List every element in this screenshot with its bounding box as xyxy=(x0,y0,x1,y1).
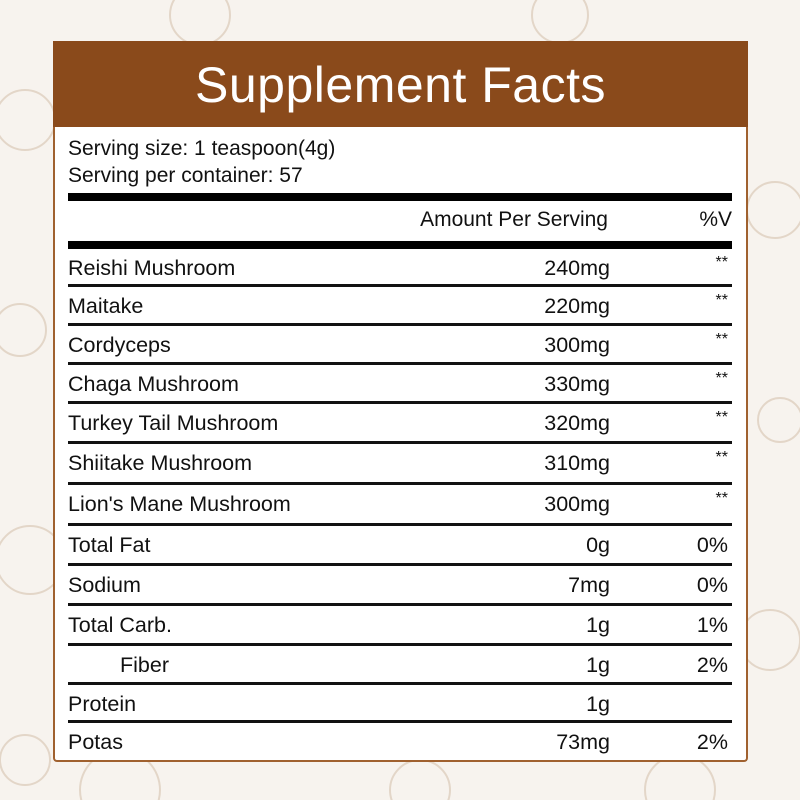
nutrient-row: Total Carb. 1g 1% xyxy=(68,605,732,643)
nutrient-row: Turkey Tail Mushroom 320mg ** xyxy=(68,403,732,441)
nutrient-row: Protein 1g xyxy=(68,684,732,722)
row-divider xyxy=(68,482,732,485)
nutrient-row: Lion's Mane Mushroom 300mg ** xyxy=(68,484,732,522)
nutrient-amount: 310mg xyxy=(544,451,610,475)
divider-thick xyxy=(68,193,732,201)
row-divider xyxy=(68,401,732,404)
row-divider xyxy=(68,323,732,326)
nutrient-amount: 320mg xyxy=(544,411,610,435)
nutrient-name: Potas xyxy=(68,730,123,754)
nutrient-name: Turkey Tail Mushroom xyxy=(68,411,279,435)
row-divider xyxy=(68,603,732,606)
nutrient-amount: 220mg xyxy=(544,294,610,318)
nutrient-row: Fiber 1g 2% xyxy=(68,645,732,683)
nutrient-name: Total Fat xyxy=(68,533,151,557)
nutrient-dv: ** xyxy=(715,292,728,309)
nutrient-amount: 300mg xyxy=(544,492,610,516)
nutrient-name: Lion's Mane Mushroom xyxy=(68,492,291,516)
dv-column-header: %V xyxy=(699,208,732,231)
nutrient-name: Reishi Mushroom xyxy=(68,256,236,280)
nutrient-name: Maitake xyxy=(68,294,144,318)
nutrient-dv: 1% xyxy=(696,613,728,637)
nutrient-dv: ** xyxy=(715,490,728,507)
nutrient-amount: 300mg xyxy=(544,333,610,357)
row-divider xyxy=(68,682,732,685)
row-divider xyxy=(68,720,732,723)
nutrient-dv: 0% xyxy=(696,533,728,557)
nutrient-name: Fiber xyxy=(120,653,169,677)
amount-column-header: Amount Per Serving xyxy=(420,208,608,231)
nutrient-amount: 1g xyxy=(586,653,610,677)
nutrient-dv: ** xyxy=(715,370,728,387)
nutrient-row: Total Fat 0g 0% xyxy=(68,525,732,563)
nutrient-amount: 7mg xyxy=(568,573,610,597)
nutrient-dv: ** xyxy=(715,449,728,466)
facts-panel xyxy=(53,127,748,762)
nutrient-amount: 1g xyxy=(586,692,610,716)
nutrient-name: Sodium xyxy=(68,573,141,597)
row-divider xyxy=(68,441,732,444)
row-divider xyxy=(68,523,732,526)
row-divider xyxy=(68,643,732,646)
nutrient-row: Reishi Mushroom 240mg ** xyxy=(68,248,732,286)
row-divider xyxy=(68,284,732,287)
nutrient-name: Cordyceps xyxy=(68,333,171,357)
nutrient-row: Cordyceps 300mg ** xyxy=(68,325,732,363)
nutrient-dv: ** xyxy=(715,409,728,426)
page-title: Supplement Facts xyxy=(195,56,606,113)
row-divider xyxy=(68,362,732,365)
nutrient-amount: 330mg xyxy=(544,372,610,396)
divider-thick xyxy=(68,241,732,249)
nutrient-row: Chaga Mushroom 330mg ** xyxy=(68,364,732,402)
nutrient-amount: 73mg xyxy=(556,730,610,754)
nutrient-row: Sodium 7mg 0% xyxy=(68,565,732,603)
nutrient-dv: ** xyxy=(715,331,728,348)
nutrient-name: Chaga Mushroom xyxy=(68,372,239,396)
row-divider xyxy=(68,563,732,566)
serving-per-container: Serving per container: 57 xyxy=(68,164,303,187)
nutrient-name: Protein xyxy=(68,692,137,716)
nutrient-row: Maitake 220mg ** xyxy=(68,286,732,324)
nutrient-row: Potas 73mg 2% xyxy=(68,722,732,760)
nutrient-dv: ** xyxy=(715,254,728,271)
nutrient-dv: 2% xyxy=(696,653,728,677)
nutrient-name: Total Carb. xyxy=(68,613,172,637)
nutrient-dv: 2% xyxy=(696,730,728,754)
nutrient-dv: 0% xyxy=(696,573,728,597)
nutrient-row: Shiitake Mushroom 310mg ** xyxy=(68,443,732,481)
nutrient-amount: 240mg xyxy=(544,256,610,280)
nutrient-amount: 1g xyxy=(586,613,610,637)
nutrient-amount: 0g xyxy=(586,533,610,557)
serving-size: Serving size: 1 teaspoon(4g) xyxy=(68,137,336,160)
nutrient-name: Shiitake Mushroom xyxy=(68,451,253,475)
title-banner: Supplement Facts xyxy=(53,41,748,128)
